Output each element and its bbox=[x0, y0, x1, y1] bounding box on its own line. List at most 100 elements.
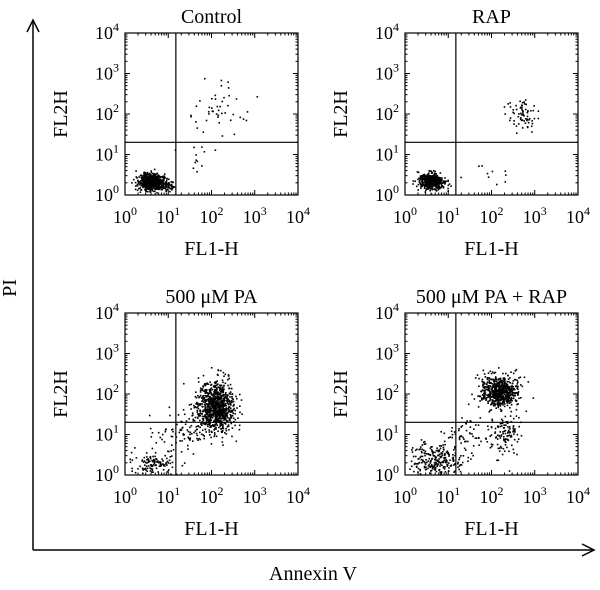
event-dot bbox=[501, 402, 504, 404]
event-dot bbox=[233, 133, 236, 136]
event-dot bbox=[201, 413, 203, 415]
event-dot bbox=[506, 399, 509, 402]
event-dot bbox=[435, 449, 438, 452]
event-dot bbox=[509, 399, 512, 402]
event-dot bbox=[437, 189, 440, 191]
event-dot bbox=[220, 394, 223, 397]
event-dot bbox=[459, 464, 462, 466]
event-dot bbox=[481, 165, 483, 167]
event-dot bbox=[152, 455, 154, 458]
event-dot bbox=[497, 404, 499, 406]
event-dot bbox=[233, 407, 235, 410]
event-dot bbox=[140, 189, 142, 191]
event-dot bbox=[162, 185, 164, 187]
event-dot bbox=[492, 399, 494, 401]
event-dot bbox=[491, 387, 493, 390]
event-dot bbox=[227, 378, 229, 381]
event-dot bbox=[478, 165, 480, 167]
event-dot bbox=[495, 387, 497, 389]
event-dot bbox=[233, 420, 235, 423]
event-dot bbox=[188, 404, 191, 406]
event-dot bbox=[140, 185, 142, 187]
event-dot bbox=[426, 453, 428, 455]
event-dot bbox=[197, 439, 199, 441]
event-dot bbox=[209, 390, 211, 393]
event-dot bbox=[170, 473, 172, 475]
event-dot bbox=[477, 395, 479, 397]
event-dot bbox=[215, 413, 217, 415]
event-dot bbox=[226, 415, 228, 417]
event-dot bbox=[520, 421, 522, 424]
event-dot bbox=[483, 389, 485, 392]
event-dot bbox=[144, 464, 146, 466]
event-dot bbox=[441, 182, 444, 184]
event-dot bbox=[219, 394, 221, 396]
event-dot bbox=[425, 459, 427, 461]
event-dot bbox=[225, 408, 228, 410]
event-dot bbox=[205, 408, 208, 411]
event-dot bbox=[197, 413, 199, 415]
event-dot bbox=[204, 406, 206, 408]
event-dot bbox=[478, 436, 480, 439]
event-dot bbox=[213, 421, 215, 423]
event-dot bbox=[500, 434, 503, 436]
event-dot bbox=[510, 420, 513, 423]
x-tick-label: 101 bbox=[156, 484, 180, 507]
event-dot bbox=[217, 420, 219, 422]
event-dot bbox=[437, 177, 439, 179]
event-dot bbox=[170, 435, 173, 438]
event-dot bbox=[428, 172, 430, 174]
event-dot bbox=[222, 413, 225, 415]
event-dot bbox=[423, 179, 426, 181]
event-dot bbox=[416, 185, 418, 188]
event-dot bbox=[134, 181, 137, 184]
event-dot bbox=[147, 465, 150, 467]
event-dot bbox=[432, 179, 435, 181]
event-dot bbox=[418, 177, 420, 179]
event-dot bbox=[208, 420, 210, 423]
event-dot bbox=[221, 112, 223, 115]
x-tick-label: 100 bbox=[113, 204, 137, 227]
event-dot bbox=[520, 114, 523, 116]
event-dot bbox=[220, 423, 223, 426]
event-dot bbox=[512, 372, 515, 375]
event-dot bbox=[141, 177, 143, 180]
event-dot bbox=[438, 445, 441, 447]
event-dot bbox=[424, 463, 427, 466]
event-dot bbox=[458, 465, 461, 467]
event-dot bbox=[150, 182, 152, 185]
event-dot bbox=[435, 175, 438, 177]
event-dot bbox=[216, 420, 218, 423]
event-dot bbox=[443, 459, 445, 462]
event-dot bbox=[214, 149, 217, 151]
event-dot bbox=[135, 457, 138, 459]
event-dot bbox=[441, 177, 443, 179]
event-dot bbox=[192, 453, 195, 455]
event-dot bbox=[487, 400, 489, 403]
event-dot bbox=[440, 183, 442, 185]
event-dot bbox=[510, 396, 512, 399]
event-dot bbox=[217, 374, 219, 377]
event-dot bbox=[208, 418, 211, 421]
event-dot bbox=[236, 397, 238, 400]
event-dot bbox=[510, 403, 513, 406]
event-dot bbox=[519, 117, 522, 119]
event-dot bbox=[214, 397, 217, 400]
event-dot bbox=[175, 436, 178, 438]
event-dot bbox=[502, 432, 504, 435]
event-dot bbox=[239, 411, 241, 414]
event-dot bbox=[228, 406, 230, 408]
event-dot bbox=[217, 398, 219, 401]
event-dot bbox=[495, 380, 498, 382]
event-dot bbox=[228, 387, 230, 390]
panel-x-axis-label: FL1-H bbox=[184, 238, 238, 260]
event-dot bbox=[497, 405, 500, 407]
event-dot bbox=[434, 183, 436, 186]
event-dot bbox=[505, 388, 507, 391]
event-dot bbox=[207, 425, 209, 428]
event-dot bbox=[518, 113, 520, 115]
panel-y-axis-label: FL2H bbox=[50, 90, 72, 138]
event-dot bbox=[228, 410, 231, 413]
event-dot bbox=[201, 424, 203, 426]
